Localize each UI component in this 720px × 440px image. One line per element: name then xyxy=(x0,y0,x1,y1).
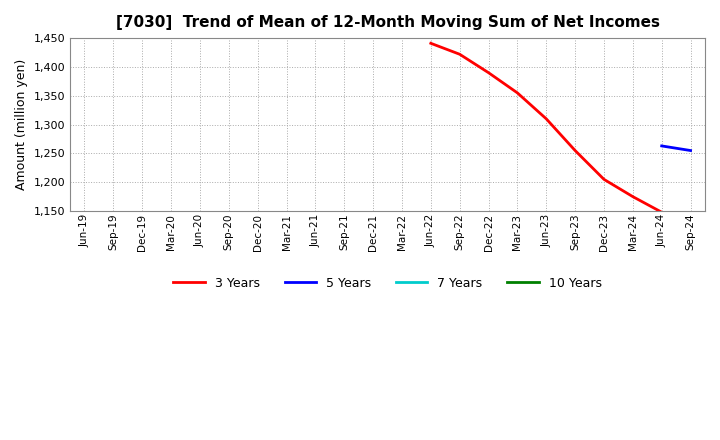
Legend: 3 Years, 5 Years, 7 Years, 10 Years: 3 Years, 5 Years, 7 Years, 10 Years xyxy=(168,272,607,295)
Title: [7030]  Trend of Mean of 12-Month Moving Sum of Net Incomes: [7030] Trend of Mean of 12-Month Moving … xyxy=(115,15,660,30)
Y-axis label: Amount (million yen): Amount (million yen) xyxy=(15,59,28,190)
